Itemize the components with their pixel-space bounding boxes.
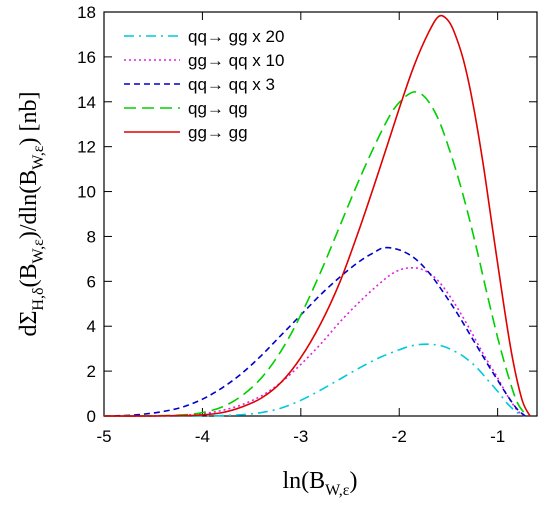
x-tick-label: -4 [195, 427, 210, 446]
series-line [103, 343, 526, 417]
series-line [103, 91, 528, 417]
legend-label: gg→ qq x 10 [188, 51, 284, 70]
y-tick-label: 6 [87, 272, 96, 291]
series-lines [103, 14, 531, 417]
x-axis-label: ln(BW,ε) [282, 468, 357, 499]
y-axis-label: dΣH,δ(BW,ε)/dln(BW,ε) [nb] [16, 91, 47, 336]
y-tick-label: 16 [77, 48, 96, 67]
y-tick-label: 8 [87, 227, 96, 246]
series-line [103, 266, 526, 417]
x-tick-label: -5 [96, 427, 111, 446]
x-tick-label: -3 [293, 427, 308, 446]
y-tick-label: 18 [77, 3, 96, 22]
x-axis: -5 -4 -3 -2 -1 [96, 12, 505, 446]
y-tick-label: 4 [87, 317, 96, 336]
y-axis: 0 2 4 6 8 10 12 14 16 18 [77, 3, 537, 426]
x-tick-label: -2 [392, 427, 407, 446]
y-tick-label: 14 [77, 93, 96, 112]
legend: qq→ gg x 20 gg→ qq x 10 qq→ qq x 3 qg→ qg gg… [124, 27, 284, 142]
series-line [103, 14, 531, 417]
plot-frame [103, 11, 538, 417]
y-tick-label: 12 [77, 138, 96, 157]
y-tick-label: 0 [87, 407, 96, 426]
y-tick-label: 10 [77, 183, 96, 202]
series-line [103, 246, 526, 417]
x-tick-label: -1 [490, 427, 505, 446]
legend-label: qq→ gg x 20 [188, 27, 284, 46]
legend-label: qq→ qq x 3 [188, 75, 275, 94]
y-tick-label: 2 [87, 362, 96, 381]
legend-label: gg→ gg [188, 123, 248, 142]
legend-label: qg→ qg [188, 99, 248, 118]
